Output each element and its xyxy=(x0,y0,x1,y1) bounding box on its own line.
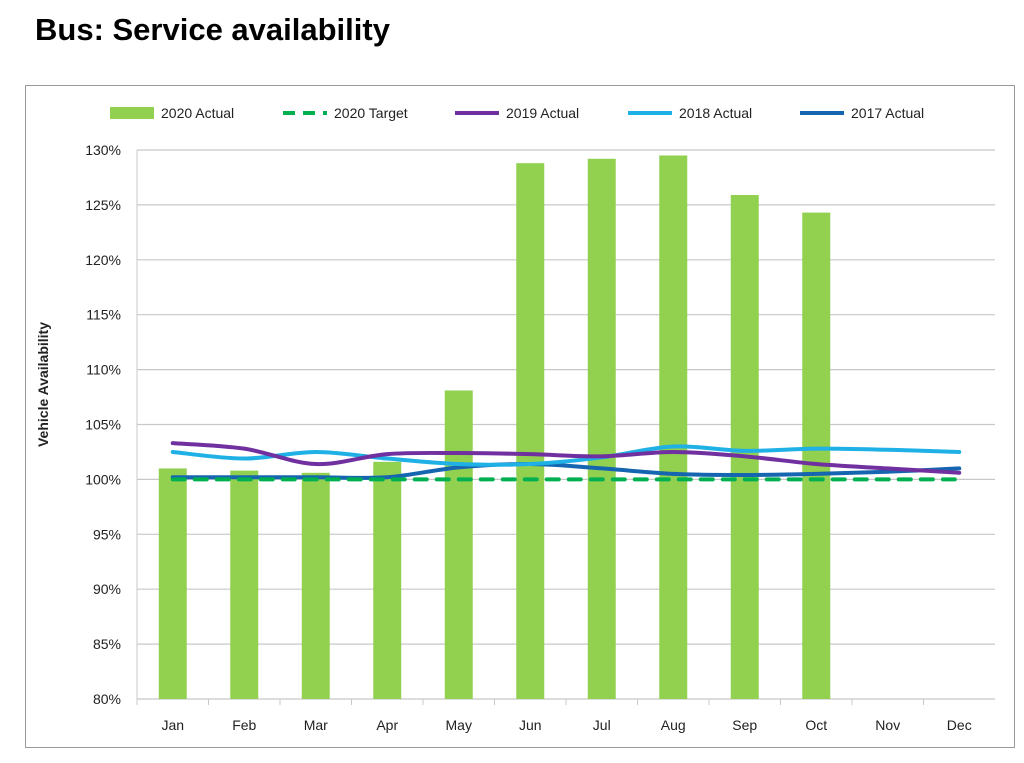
bar xyxy=(587,158,616,699)
legend-label: 2019 Actual xyxy=(506,105,579,121)
x-tick-label: Jan xyxy=(161,717,184,733)
bar xyxy=(158,468,187,699)
x-tick-label: Mar xyxy=(304,717,328,733)
x-tick-label: Nov xyxy=(875,717,900,733)
bar xyxy=(444,390,473,699)
y-tick-label: 110% xyxy=(86,362,121,378)
legend-label: 2017 Actual xyxy=(851,105,924,121)
x-tick-label: Aug xyxy=(661,717,686,733)
series-line xyxy=(170,444,962,467)
legend-label: 2018 Actual xyxy=(679,105,752,121)
x-tick-label: Apr xyxy=(376,717,398,733)
x-tick-label: Jul xyxy=(593,717,611,733)
x-tick-label: Feb xyxy=(232,717,256,733)
legend-swatch xyxy=(110,107,154,119)
x-tick-label: May xyxy=(446,717,472,733)
series-line xyxy=(170,441,962,475)
x-tick-label: Jun xyxy=(519,717,542,733)
bar xyxy=(373,461,402,699)
page-title: Bus: Service availability xyxy=(35,12,390,47)
bar xyxy=(516,163,545,699)
chart-frame xyxy=(25,85,1015,748)
bar xyxy=(730,195,759,699)
y-tick-label: 85% xyxy=(93,636,121,652)
y-axis-label: Vehicle Availability xyxy=(35,322,51,447)
legend-label: 2020 Actual xyxy=(161,105,234,121)
legend-label: 2020 Target xyxy=(334,105,408,121)
series-line xyxy=(170,462,962,480)
y-tick-label: 80% xyxy=(93,691,121,707)
bar xyxy=(802,212,831,699)
y-tick-label: 95% xyxy=(93,526,121,542)
y-tick-label: 90% xyxy=(93,581,121,597)
bar xyxy=(301,472,330,699)
y-tick-label: 115% xyxy=(86,307,121,323)
bar xyxy=(230,470,259,699)
x-tick-label: Dec xyxy=(947,717,972,733)
x-tick-label: Sep xyxy=(732,717,757,733)
y-tick-label: 120% xyxy=(85,252,121,268)
y-tick-label: 125% xyxy=(85,197,121,213)
y-tick-label: 100% xyxy=(85,471,121,487)
y-tick-label: 105% xyxy=(85,417,121,433)
x-tick-label: Oct xyxy=(805,717,827,733)
bar xyxy=(659,155,688,700)
y-tick-label: 130% xyxy=(85,142,121,158)
